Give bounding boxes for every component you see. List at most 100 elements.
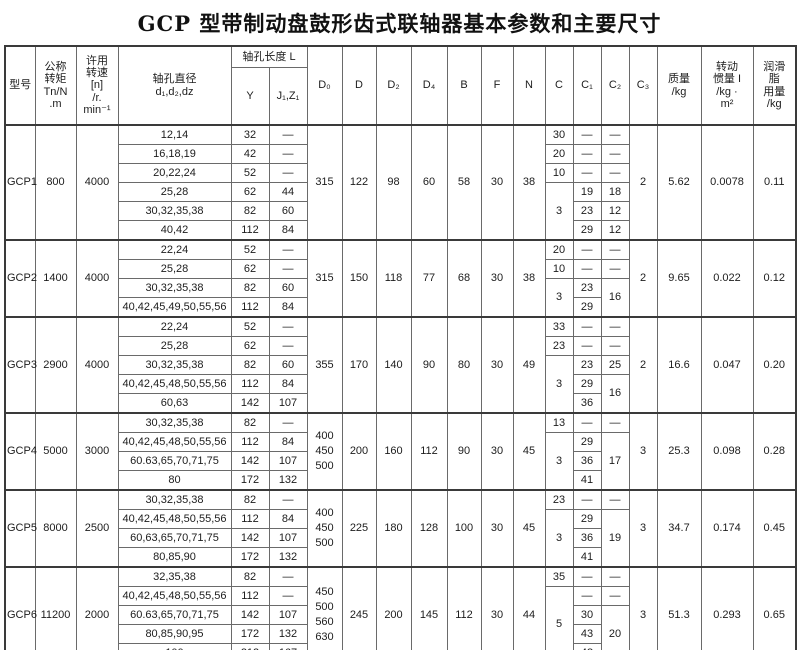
speed-cell: 2000 (75, 566, 119, 650)
model-cell: GCP1 (4, 124, 37, 241)
parameters-table: 型号 公称 转矩 Tn/N .m 许用 转速 [n] /r. min⁻¹ 轴孔直… (4, 45, 797, 650)
c1-cell: 29 (572, 220, 602, 241)
d-cell: 170 (341, 316, 377, 414)
c1-cell: 29 (572, 509, 602, 529)
c1-cell: — (572, 124, 602, 145)
col-bore: 轴孔直径 d₁,d₂,dz (117, 45, 232, 126)
torque-cell: 11200 (34, 566, 77, 650)
inertia-cell: 0.047 (700, 316, 754, 414)
f-cell: 30 (480, 489, 514, 568)
col-mass: 质量 /kg (656, 45, 702, 126)
c1-cell: — (572, 163, 602, 183)
n-cell: 45 (512, 412, 546, 491)
n-cell: 38 (512, 124, 546, 241)
bore-cell: 60.63,65,70,71,75 (117, 451, 232, 471)
bore-cell: 80,85,90 (117, 547, 232, 568)
c3-cell: 2 (628, 124, 658, 241)
n-cell: 44 (512, 566, 546, 650)
col-n: N (512, 45, 546, 126)
c2-cell: 17 (600, 432, 630, 491)
y-cell: 32 (230, 124, 270, 145)
c-cell: 3 (544, 432, 574, 491)
j1z1-cell: — (268, 163, 308, 183)
col-b: B (446, 45, 482, 126)
j1z1-cell: — (268, 239, 308, 260)
bore-cell: 80,85,90,95 (117, 624, 232, 644)
table-row: 40,42,45,48,50,55,56 112 84 29 16 (5, 374, 796, 414)
table-row: 40,42,45,48,50,55,56 112 84 3 29 17 (5, 432, 796, 491)
y-cell: 212 (230, 643, 270, 650)
header-row-2: Y J₁,Z₁ (5, 67, 796, 126)
j1z1-cell: 107 (268, 605, 308, 625)
c2-cell: 19 (600, 509, 630, 568)
d2-cell: 98 (375, 124, 412, 241)
mass-cell: 16.6 (656, 316, 702, 414)
c1-cell: — (572, 316, 602, 337)
c2-cell: — (600, 259, 630, 279)
model-cell: GCP2 (4, 239, 37, 318)
c2-cell: — (600, 144, 630, 164)
bore-cell: 60,63,65,70,71,75 (117, 528, 232, 548)
d2-cell: 140 (375, 316, 412, 414)
c3-cell: 3 (628, 566, 658, 650)
speed-cell: 4000 (75, 316, 119, 414)
b-cell: 58 (446, 124, 482, 241)
c-cell: 10 (544, 163, 574, 183)
d0-cell: 315 (306, 239, 343, 318)
bore-cell: 16,18,19 (117, 144, 232, 164)
c2-cell: 12 (600, 220, 630, 241)
d4-cell: 145 (410, 566, 448, 650)
d-cell: 225 (341, 489, 377, 568)
table-row: 25,28 62 44 3 19 18 (5, 182, 796, 241)
j1z1-cell: — (268, 124, 308, 145)
c1-cell: 36 (572, 451, 602, 471)
model-cell: GCP6 (4, 566, 37, 650)
bore-cell: 40,42,45,48,50,55,56 (117, 432, 232, 452)
c2-cell: — (600, 124, 630, 145)
y-cell: 172 (230, 624, 270, 644)
y-cell: 52 (230, 163, 270, 183)
d-cell: 122 (341, 124, 377, 241)
y-cell: 82 (230, 278, 270, 298)
col-c: C (544, 45, 574, 126)
c-cell: 13 (544, 412, 574, 433)
col-y: Y (230, 67, 270, 126)
table-row: 30,32,35,38 82 60 3 23 16 (5, 278, 796, 318)
grease-cell: 0.11 (752, 124, 797, 241)
bore-cell: 100 (117, 643, 232, 650)
y-cell: 112 (230, 220, 270, 241)
d4-cell: 60 (410, 124, 448, 241)
y-cell: 42 (230, 144, 270, 164)
col-bore-length: 轴孔长度 L (230, 45, 308, 68)
c1-cell: — (572, 144, 602, 164)
y-cell: 82 (230, 355, 270, 375)
j1z1-cell: — (268, 336, 308, 356)
c1-cell: — (572, 566, 602, 587)
col-f: F (480, 45, 514, 126)
j1z1-cell: — (268, 144, 308, 164)
table-row: 30,32,35,38 82 60 3 23 25 (5, 355, 796, 414)
bore-cell: 12,14 (117, 124, 232, 145)
y-cell: 142 (230, 451, 270, 471)
c1-cell: 48 (572, 643, 602, 650)
grease-cell: 0.12 (752, 239, 797, 318)
mass-cell: 5.62 (656, 124, 702, 241)
c1-cell: — (572, 489, 602, 510)
j1z1-cell: — (268, 259, 308, 279)
col-c1: C₁ (572, 45, 602, 126)
model-cell: GCP4 (4, 412, 37, 491)
y-cell: 62 (230, 336, 270, 356)
c-cell: 3 (544, 509, 574, 568)
y-cell: 112 (230, 586, 270, 606)
torque-cell: 800 (34, 124, 77, 241)
bore-cell: 30,32,35,38 (117, 278, 232, 298)
bore-cell: 32,35,38 (117, 566, 232, 587)
col-d0: D₀ (306, 45, 343, 126)
inertia-cell: 0.098 (700, 412, 754, 491)
y-cell: 82 (230, 489, 270, 510)
c1-cell: 29 (572, 432, 602, 452)
d2-cell: 180 (375, 489, 412, 568)
c1-cell: — (572, 239, 602, 260)
col-c3: C₃ (628, 45, 658, 126)
d4-cell: 77 (410, 239, 448, 318)
